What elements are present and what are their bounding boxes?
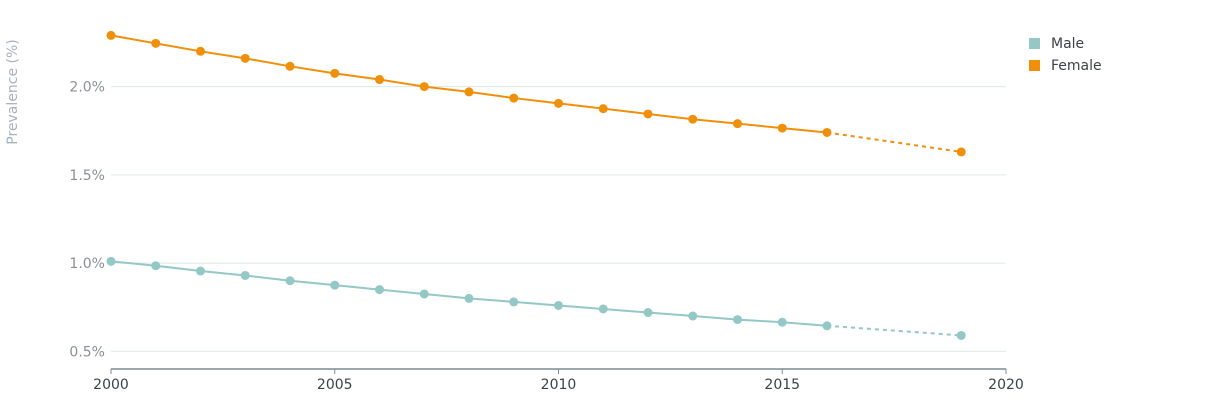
data-point[interactable] <box>285 61 295 71</box>
data-point[interactable] <box>733 119 742 129</box>
x-axis-ticks: 2000 2005 2010 2015 2020 <box>93 369 1024 393</box>
data-point[interactable] <box>598 104 608 114</box>
y-tick-label: 1.0% <box>69 256 105 272</box>
legend: Male Female <box>1029 36 1102 74</box>
x-tick-label: 2005 <box>317 377 353 393</box>
data-point[interactable] <box>240 53 250 63</box>
data-point[interactable] <box>196 46 205 56</box>
legend-swatch <box>1029 38 1040 49</box>
data-point[interactable] <box>822 321 832 331</box>
projected-point[interactable] <box>956 147 966 157</box>
data-point[interactable] <box>777 123 787 133</box>
data-point[interactable] <box>240 270 250 280</box>
data-point[interactable] <box>375 75 384 85</box>
legend-item-female[interactable]: Female <box>1029 58 1102 74</box>
data-point[interactable] <box>688 114 698 124</box>
data-point[interactable] <box>151 261 161 271</box>
data-point[interactable] <box>419 289 429 299</box>
gridlines <box>111 86 1006 352</box>
data-point[interactable] <box>419 82 429 92</box>
x-tick-label: 2010 <box>541 377 577 393</box>
series-male <box>106 256 966 340</box>
data-point[interactable] <box>106 30 116 40</box>
y-axis-title: Prevalence (%) <box>5 39 21 145</box>
legend-swatch <box>1029 60 1040 71</box>
projected-point[interactable] <box>956 330 966 340</box>
data-point[interactable] <box>330 280 340 290</box>
y-tick-label: 1.5% <box>69 168 105 184</box>
data-point[interactable] <box>688 311 698 321</box>
projection-line <box>826 324 962 337</box>
series-line <box>110 260 828 327</box>
data-point[interactable] <box>777 317 787 327</box>
data-point[interactable] <box>464 293 474 303</box>
projection-line <box>826 131 962 153</box>
data-point[interactable] <box>375 285 384 295</box>
x-tick-label: 2000 <box>93 377 129 393</box>
data-point[interactable] <box>509 297 519 307</box>
data-point[interactable] <box>554 300 563 310</box>
data-point[interactable] <box>285 276 295 286</box>
series-line <box>110 34 828 134</box>
x-tick-label: 2020 <box>988 377 1024 393</box>
y-axis-ticks: 0.5% 1.0% 1.5% 2.0% <box>69 80 105 361</box>
data-point[interactable] <box>464 87 474 97</box>
legend-item-male[interactable]: Male <box>1029 36 1084 52</box>
x-tick-label: 2015 <box>764 377 800 393</box>
data-point[interactable] <box>733 315 742 325</box>
legend-label: Female <box>1051 58 1102 74</box>
data-point[interactable] <box>822 127 832 137</box>
y-tick-label: 0.5% <box>69 344 105 360</box>
series-female <box>106 30 966 157</box>
data-point[interactable] <box>554 98 563 108</box>
data-point[interactable] <box>151 38 161 48</box>
data-point[interactable] <box>196 266 205 276</box>
data-point[interactable] <box>643 109 653 119</box>
data-point[interactable] <box>643 308 653 318</box>
data-point[interactable] <box>330 68 340 78</box>
series-group <box>106 30 966 340</box>
data-point[interactable] <box>598 304 608 314</box>
legend-label: Male <box>1051 36 1084 52</box>
data-point[interactable] <box>106 256 116 266</box>
y-tick-label: 2.0% <box>69 80 105 96</box>
data-point[interactable] <box>509 93 519 103</box>
